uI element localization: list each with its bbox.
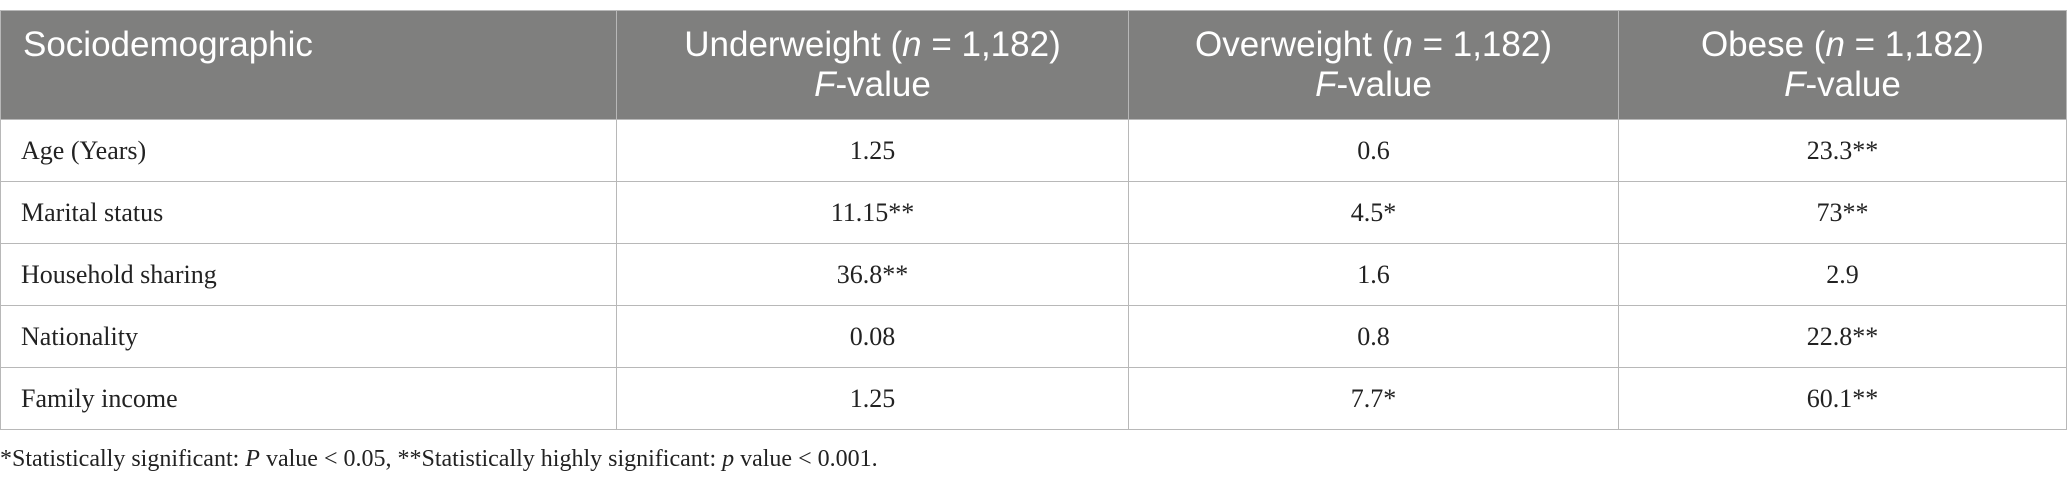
value-cell: 1.25 xyxy=(616,119,1129,182)
row-label: Family income xyxy=(0,367,617,430)
text: = 1,182) xyxy=(921,25,1061,64)
value-cell: 1.25 xyxy=(616,367,1129,430)
value-cell: 22.8** xyxy=(1618,305,2067,368)
value-cell: 7.7* xyxy=(1128,367,1619,430)
italic-text: P xyxy=(245,446,260,472)
text: value < 0.001. xyxy=(734,446,878,472)
text: Obese ( xyxy=(1700,25,1826,64)
italic-text: n xyxy=(1825,25,1845,64)
text: -value xyxy=(1805,65,1901,104)
italic-text: F xyxy=(814,65,836,104)
header-line: Sociodemographic xyxy=(23,25,594,65)
value-cell: 36.8** xyxy=(616,243,1129,306)
row-label: Nationality xyxy=(0,305,617,368)
text: -value xyxy=(1336,65,1432,104)
value-cell: 11.15** xyxy=(616,181,1129,244)
italic-text: n xyxy=(902,25,922,64)
table-row: Marital status 11.15** 4.5* 73** xyxy=(0,181,2067,244)
value-cell: 0.08 xyxy=(616,305,1129,368)
italic-text: F xyxy=(1315,65,1337,104)
header-cell: Sociodemographic xyxy=(0,10,617,120)
header-line: Obese (n = 1,182) xyxy=(1641,25,2044,65)
table-row: Household sharing 36.8** 1.6 2.9 xyxy=(0,243,2067,306)
text: Underweight ( xyxy=(684,25,903,64)
row-label: Age (Years) xyxy=(0,119,617,182)
row-label: Household sharing xyxy=(0,243,617,306)
header-line: F-value xyxy=(639,65,1106,105)
table-row: Family income 1.25 7.7* 60.1** xyxy=(0,367,2067,430)
value-cell: 0.8 xyxy=(1128,305,1619,368)
value-cell: 23.3** xyxy=(1618,119,2067,182)
header-line: F-value xyxy=(1151,65,1596,105)
text: value < 0.05, **Statistically highly sig… xyxy=(259,446,723,472)
text: Sociodemographic xyxy=(23,25,313,64)
italic-text: p xyxy=(722,446,735,472)
value-cell: 0.6 xyxy=(1128,119,1619,182)
value-cell: 73** xyxy=(1618,181,2067,244)
table-row: Age (Years) 1.25 0.6 23.3** xyxy=(0,119,2067,182)
footnote: *Statistically significant: P value < 0.… xyxy=(0,446,878,473)
text: Overweight ( xyxy=(1194,25,1394,64)
header-row: Sociodemographic Underweight (n = 1,182) F… xyxy=(0,10,2067,120)
header-cell: Overweight (n = 1,182) F-value xyxy=(1128,10,1619,120)
value-cell: 4.5* xyxy=(1128,181,1619,244)
header-line: F-value xyxy=(1641,65,2044,105)
header-line: Underweight (n = 1,182) xyxy=(639,25,1106,65)
header-cell: Obese (n = 1,182) F-value xyxy=(1618,10,2067,120)
value-cell: 60.1** xyxy=(1618,367,2067,430)
italic-text: F xyxy=(1784,65,1806,104)
header-line: Overweight (n = 1,182) xyxy=(1151,25,1596,65)
data-table: Sociodemographic Underweight (n = 1,182) F… xyxy=(0,10,2067,430)
value-cell: 1.6 xyxy=(1128,243,1619,306)
header-cell: Underweight (n = 1,182) F-value xyxy=(616,10,1129,120)
text: = 1,182) xyxy=(1412,25,1552,64)
table-row: Nationality 0.08 0.8 22.8** xyxy=(0,305,2067,368)
row-label: Marital status xyxy=(0,181,617,244)
text: -value xyxy=(835,65,931,104)
text: = 1,182) xyxy=(1844,25,1985,64)
text: *Statistically significant: xyxy=(0,446,246,472)
value-cell: 2.9 xyxy=(1618,243,2067,306)
italic-text: n xyxy=(1393,25,1413,64)
